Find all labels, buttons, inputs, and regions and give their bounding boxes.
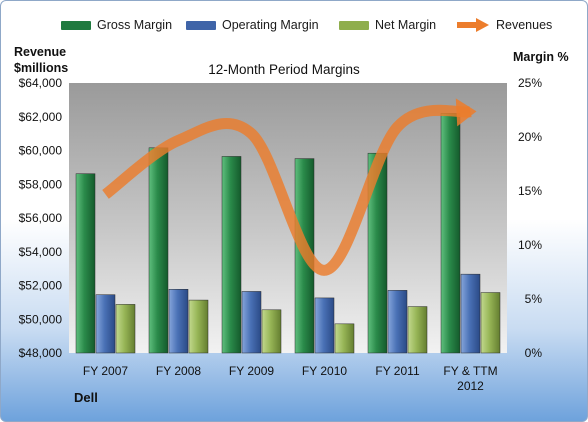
left-axis-ticks: $48,000 $50,000 $52,000 $54,000 $56,000 $58,0… [19,76,63,360]
bar-operating-margin [168,289,189,354]
right-tick-label: 0% [525,346,543,360]
legend-arrow-icon [457,18,489,32]
revenue-line-layer [102,98,477,276]
bar-net-margin [261,309,282,354]
legend-label: Operating Margin [222,18,319,32]
bar-net-margin [334,323,355,354]
left-tick-label: $64,000 [19,76,63,90]
left-tick-label: $62,000 [19,110,63,124]
right-tick-label: 10% [518,238,542,252]
revenue-line [102,104,472,276]
bar-net-margin [407,306,428,354]
legend-swatch-gross-margin [61,20,91,30]
legend-item-operating-margin: Operating Margin [186,15,319,35]
category-label: 2012 [457,379,484,393]
legend-swatch-operating-margin [186,20,216,30]
right-tick-label: 15% [518,184,542,198]
bar-gross-margin [440,112,461,354]
category-label: FY 2010 [302,364,347,378]
bar-operating-margin [314,297,335,354]
bar-gross-margin [221,156,242,354]
bar-operating-margin [241,291,262,354]
right-axis-ticks: 0% 5% 10% 15% 20% 25% [518,76,542,360]
bars-layer [75,112,501,354]
category-labels: FY 2007 FY 2008 FY 2009 FY 2010 FY 2011 FY & … [83,364,498,393]
left-axis-title-line: Revenue [14,45,67,59]
left-tick-label: $54,000 [19,245,63,259]
category-label: FY 2011 [375,364,420,378]
legend-item-gross-margin: Gross Margin [61,15,172,35]
legend-swatch-net-margin [339,20,369,30]
right-tick-label: 20% [518,130,542,144]
category-label: FY & TTM [443,364,497,378]
chart-title: 12-Month Period Margins [208,62,360,77]
legend-label: Gross Margin [97,18,173,32]
left-axis-title-line: $millions [14,61,69,75]
legend-item-revenues: Revenues [456,15,552,35]
right-tick-label: 5% [525,292,543,306]
left-tick-label: $56,000 [19,211,63,225]
bar-gross-margin [148,147,169,354]
left-axis-title: Revenue $millions [14,44,68,76]
bar-operating-margin [460,273,481,354]
company-label: Dell [74,390,98,405]
category-label: FY 2009 [229,364,274,378]
left-tick-label: $52,000 [19,279,63,293]
category-label: FY 2007 [83,364,128,378]
left-tick-label: $50,000 [19,312,63,326]
bar-gross-margin [75,173,96,354]
legend-label: Net Margin [375,18,437,32]
revenue-arrowhead-icon [455,98,477,127]
category-label: FY 2008 [156,364,201,378]
left-tick-label: $60,000 [19,144,63,158]
right-tick-label: 25% [518,76,542,90]
right-axis-title: Margin % [513,50,569,64]
legend-label: Revenues [496,18,553,32]
legend-item-net-margin: Net Margin [339,15,436,35]
bar-net-margin [115,304,136,354]
bar-net-margin [480,292,501,354]
left-tick-label: $48,000 [19,346,63,360]
bar-operating-margin [387,290,408,354]
left-tick-label: $58,000 [19,177,63,191]
bar-operating-margin [95,294,116,354]
bar-net-margin [188,299,209,354]
